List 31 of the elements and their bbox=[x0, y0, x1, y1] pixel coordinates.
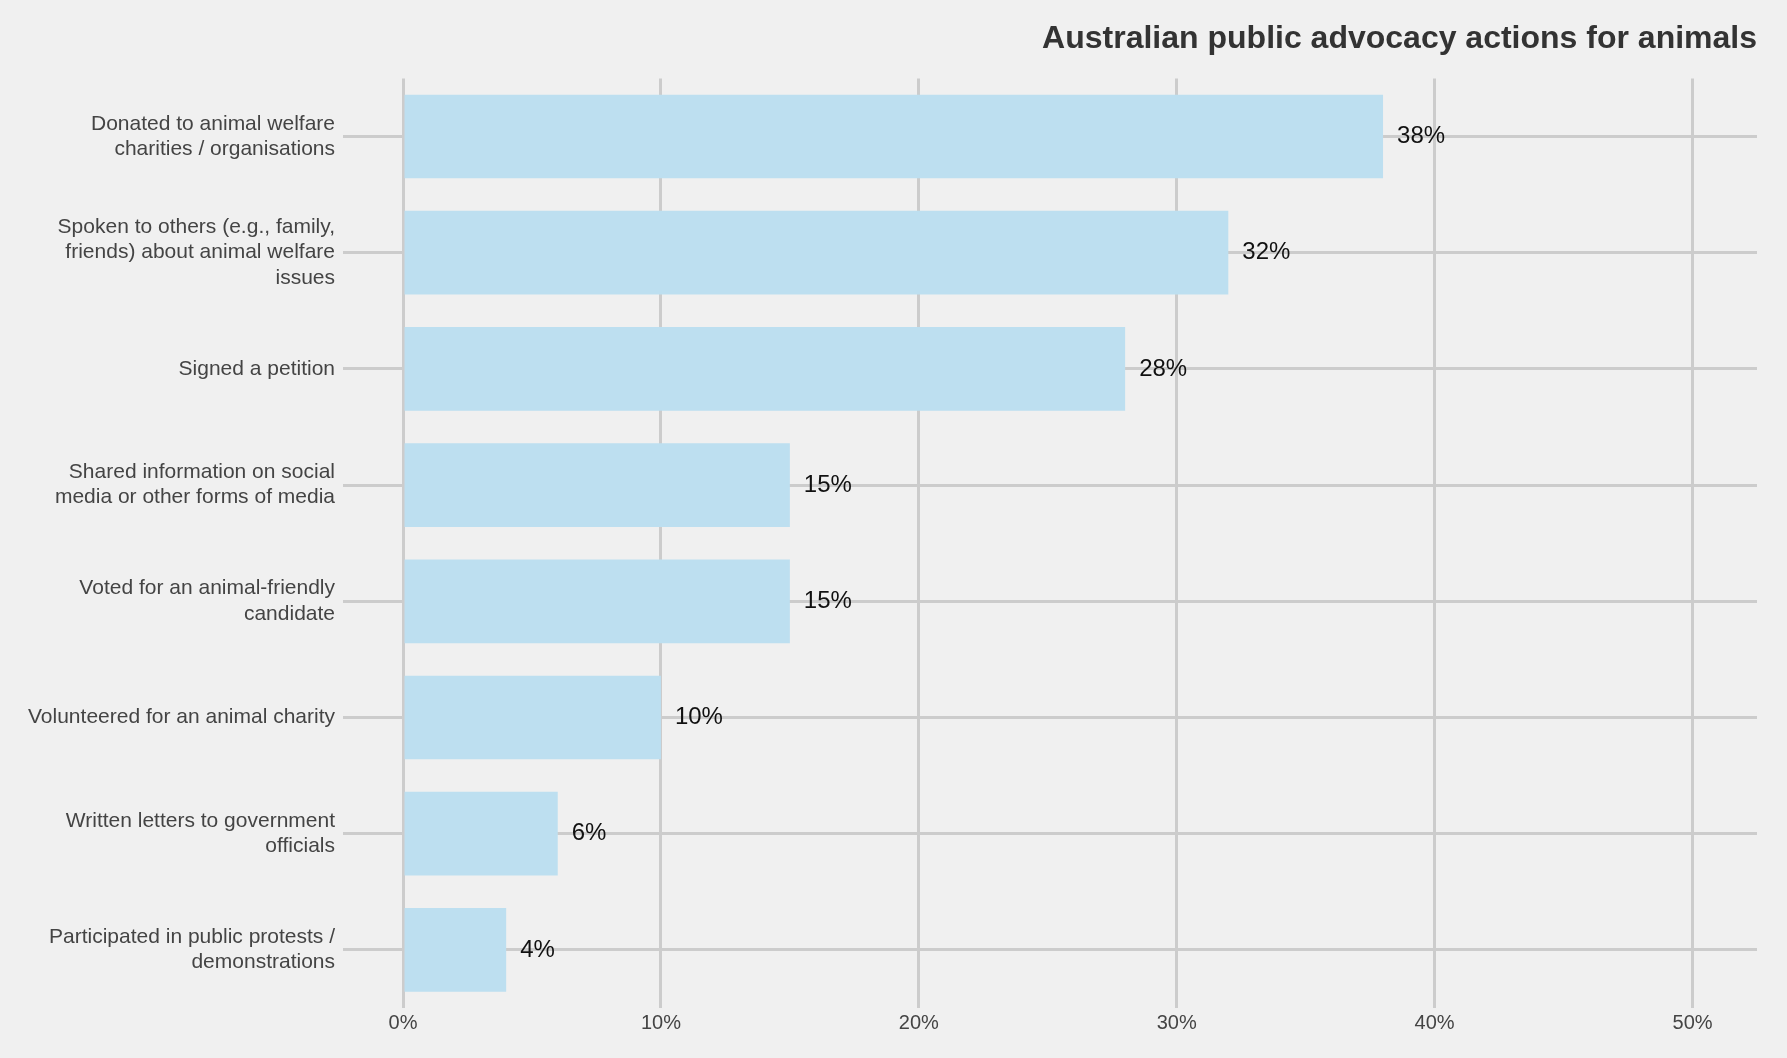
bar bbox=[404, 559, 790, 644]
data-label: 38% bbox=[1397, 121, 1446, 149]
data-label: 10% bbox=[674, 702, 723, 730]
y-tick-label: Volunteered for an animal charity bbox=[28, 704, 336, 728]
data-label: 4% bbox=[520, 934, 555, 962]
x-tick-label: 10% bbox=[640, 1010, 682, 1033]
bar bbox=[404, 94, 1384, 179]
x-tick-label: 50% bbox=[1672, 1010, 1713, 1033]
y-tick-label: Voted for an animal-friendly candidate bbox=[79, 575, 336, 624]
y-tick-label: Shared information on social media or other forms of media bbox=[54, 459, 336, 508]
data-label: 32% bbox=[1242, 237, 1291, 265]
data-label: 15% bbox=[803, 585, 852, 613]
data-label: 28% bbox=[1139, 353, 1188, 381]
x-tick-label: 0% bbox=[388, 1010, 418, 1033]
bar bbox=[404, 443, 790, 527]
x-tick-label: 20% bbox=[898, 1010, 940, 1033]
y-tick-label: Participated in public protests / demonstrations bbox=[49, 924, 336, 973]
x-tick-label: 30% bbox=[1156, 1010, 1197, 1033]
chart-title: Australian public advocacy actions for animals bbox=[1042, 19, 1757, 56]
bar bbox=[404, 675, 661, 760]
y-tick-label: Written letters to government officials bbox=[65, 807, 336, 857]
y-tick-label: Signed a petition bbox=[178, 355, 336, 379]
x-tick-label: 40% bbox=[1414, 1010, 1455, 1033]
data-label: 6% bbox=[571, 818, 607, 846]
bar bbox=[404, 210, 1229, 295]
bar bbox=[404, 908, 507, 992]
bar bbox=[404, 327, 1126, 411]
y-tick-label: Spoken to others (e.g., family, friends) about animal welfare issues bbox=[57, 214, 336, 288]
data-label: 15% bbox=[803, 469, 852, 497]
bar bbox=[404, 791, 558, 876]
y-tick-label: Donated to animal welfare charities / organisations bbox=[91, 110, 336, 159]
